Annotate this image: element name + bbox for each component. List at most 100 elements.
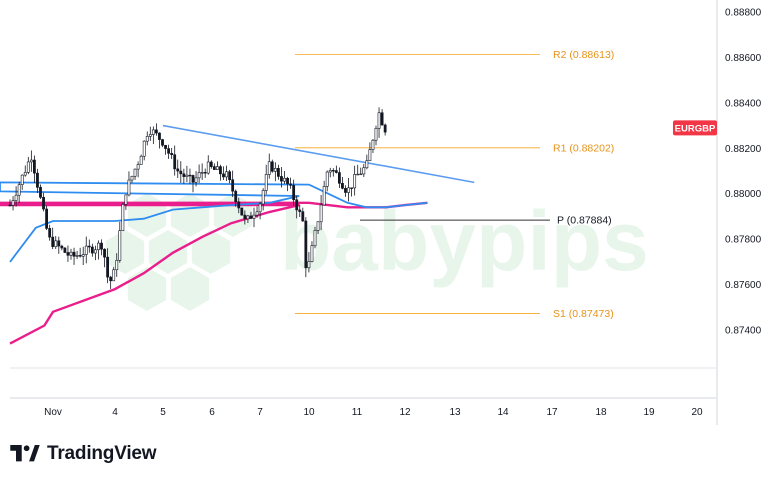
candle-body [231, 179, 235, 192]
candle-body [228, 171, 232, 181]
candle-body [81, 254, 85, 257]
pivot-label-r2: R2 (0.88613) [553, 49, 614, 61]
time-tick-label: 18 [595, 407, 607, 418]
candle-body [20, 174, 24, 186]
time-tick-label: 12 [399, 407, 411, 418]
price-tick-label: 0.88600 [725, 53, 762, 64]
candle-body [155, 129, 158, 134]
candle-body [359, 173, 363, 176]
tradingview-logo-icon [10, 445, 40, 462]
candle-body [29, 159, 33, 163]
candle-body [225, 171, 228, 178]
candle-body [331, 170, 335, 172]
candle-body [219, 166, 222, 175]
candle-body [301, 211, 305, 222]
candle-body [197, 172, 201, 179]
candle-body [298, 209, 302, 212]
candle-body [109, 276, 113, 282]
candle-body [148, 134, 152, 137]
candle-body [176, 168, 180, 172]
candle-body [188, 174, 192, 177]
pivot-label-s1: S1 (0.87473) [553, 308, 614, 320]
candle-body [136, 164, 140, 170]
candle-body [142, 140, 146, 157]
candle-body [75, 255, 79, 257]
candle-body [200, 172, 204, 174]
candle-body [350, 187, 354, 189]
candle-body [69, 251, 73, 256]
candle-body [66, 252, 70, 256]
candle-body [258, 203, 262, 213]
price-tick-label: 0.87600 [725, 280, 762, 291]
time-tick-label: 20 [691, 407, 703, 418]
candle-body [334, 170, 338, 173]
pivot-label-p: P (0.87884) [557, 215, 612, 227]
candle-body [362, 167, 366, 175]
candle-body [11, 200, 15, 206]
price-chart[interactable]: babypips R2 (0.88613) R1 (0.88202) P (0.87… [0, 0, 780, 430]
trendline[interactable] [162, 124, 475, 184]
candle-body [173, 154, 177, 170]
time-tick-label: 13 [449, 407, 461, 418]
time-tick-label: 10 [303, 407, 315, 418]
candle-body [179, 170, 183, 175]
candle-body [283, 177, 286, 182]
candle-body [124, 194, 128, 205]
candle-body [216, 166, 219, 170]
time-tick-label: 17 [546, 407, 558, 418]
candle-body [94, 249, 97, 254]
watermark-hexagon [170, 267, 210, 311]
candle-body [97, 242, 100, 251]
candle-body [203, 172, 207, 174]
time-tick-label: 14 [497, 407, 509, 418]
candle-body [374, 127, 378, 141]
candle-body [90, 246, 94, 254]
pivot-label-r1: R1 (0.88202) [553, 142, 614, 154]
price-tick-label: 0.88800 [725, 8, 762, 19]
candle-body [36, 172, 39, 188]
time-tick-label: 19 [643, 407, 655, 418]
brand-name: TradingView [47, 443, 157, 464]
candle-body [118, 230, 122, 261]
candle-body [273, 168, 277, 172]
candle-body [185, 174, 189, 177]
tradingview-brand[interactable]: TradingView [10, 441, 157, 467]
candle-body [51, 236, 55, 247]
price-axis: 0.88800 0.88600 0.88400 0.88200 0.88000 0.878… [725, 8, 762, 337]
candle-body [158, 132, 161, 140]
candle-body [304, 220, 308, 269]
candle-body [264, 174, 268, 191]
candlesticks [8, 107, 387, 289]
candle-body [39, 187, 42, 198]
time-tick-label: 4 [112, 407, 118, 418]
candle-body [344, 188, 347, 193]
candle-body [328, 170, 332, 173]
watermark-hexagon [191, 230, 231, 274]
candle-body [234, 190, 238, 203]
candle-body [106, 256, 110, 278]
candle-body [261, 190, 265, 205]
candle-body [295, 199, 299, 211]
candle-body [255, 211, 259, 216]
candle-body [371, 139, 375, 150]
candle-body [8, 204, 12, 207]
candle-body [139, 155, 143, 165]
candle-body [164, 144, 167, 149]
candle-body [161, 139, 164, 146]
candle-body [383, 124, 387, 133]
candle-body [276, 168, 280, 177]
candle-body [313, 230, 317, 247]
candle-body [380, 112, 384, 126]
candle-body [322, 186, 326, 206]
candle-body [78, 255, 82, 257]
candle-body [63, 247, 67, 253]
candle-body [237, 201, 241, 209]
candle-body [60, 245, 64, 249]
symbol-label: EURGBP [675, 123, 716, 134]
candle-body [133, 168, 137, 177]
candle-body [26, 161, 30, 173]
candle-body [17, 184, 21, 196]
candle-body [112, 269, 116, 282]
candle-body [240, 207, 244, 216]
candle-body [356, 173, 360, 176]
